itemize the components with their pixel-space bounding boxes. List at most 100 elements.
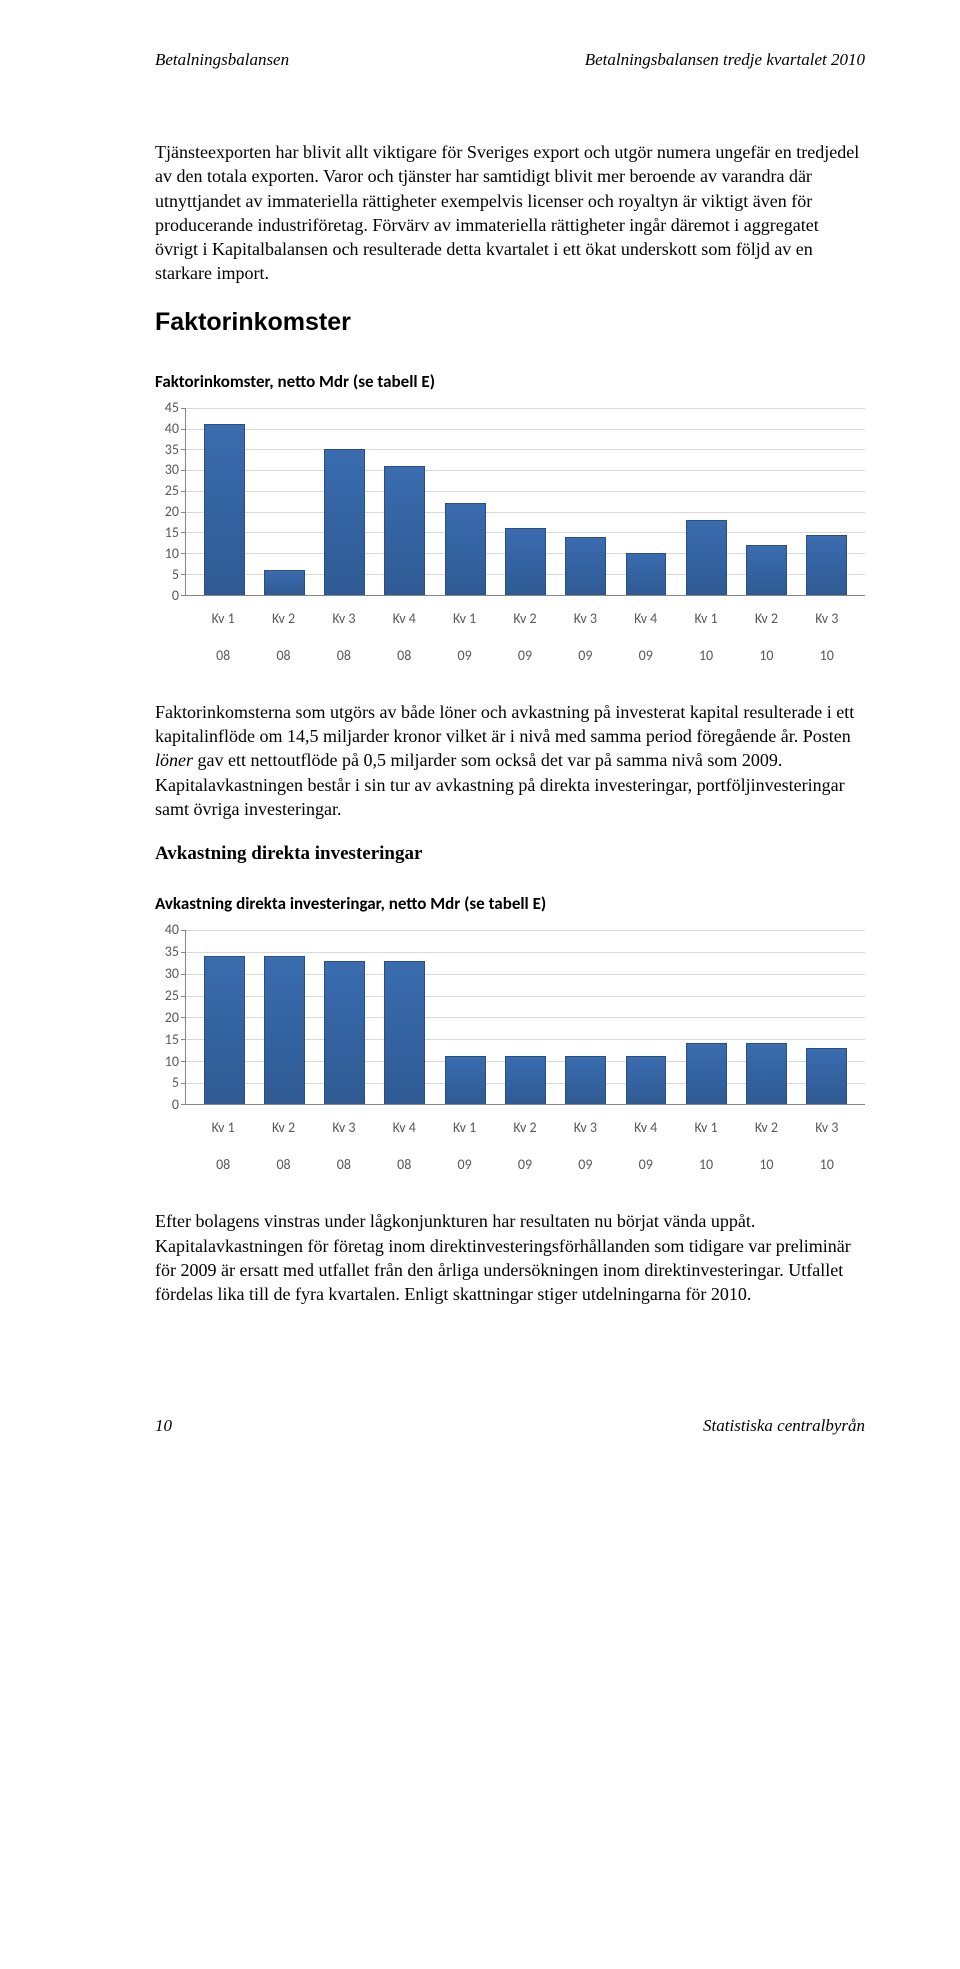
x-label-year: 08 (314, 647, 374, 664)
y-tick-label: 0 (172, 1098, 179, 1112)
bar (806, 1048, 847, 1105)
y-tick-label: 5 (172, 1076, 179, 1090)
bar (264, 570, 305, 595)
heading-faktorinkomster: Faktorinkomster (155, 308, 865, 337)
paragraph-3: Efter bolagens vinstras under lågkonjunk… (155, 1209, 865, 1306)
heading-avkastning: Avkastning direkta investeringar (155, 843, 865, 865)
bar (445, 503, 486, 594)
bar-slot (556, 408, 616, 595)
x-label-year: 09 (616, 647, 676, 664)
bar (686, 1043, 727, 1104)
x-axis-years: 0808080809090909101010 (185, 647, 865, 664)
bar (204, 424, 245, 594)
x-label-year: 10 (797, 647, 857, 664)
plot-area (185, 930, 865, 1105)
bar-slot (315, 930, 375, 1104)
paragraph-1: Tjänsteexporten har blivit allt viktigar… (155, 140, 865, 286)
bar-slot (254, 930, 314, 1104)
y-axis: 454035302520151050 (155, 408, 185, 596)
x-label-quarter: Kv 3 (797, 1119, 857, 1136)
bar (686, 520, 727, 595)
bar (324, 961, 365, 1105)
x-label-quarter: Kv 4 (616, 1119, 676, 1136)
bar-slot (435, 930, 495, 1104)
bar-slot (315, 408, 375, 595)
x-label-year: 08 (253, 647, 313, 664)
bar (806, 535, 847, 595)
x-label-year: 09 (495, 647, 555, 664)
x-label-year: 10 (736, 647, 796, 664)
x-label-quarter: Kv 2 (495, 1119, 555, 1136)
x-axis-quarters: Kv 1Kv 2Kv 3Kv 4Kv 1Kv 2Kv 3Kv 4Kv 1Kv 2… (185, 1119, 865, 1136)
x-label-year: 10 (676, 1156, 736, 1173)
bar (505, 1056, 546, 1104)
y-tick-label: 20 (165, 505, 179, 519)
x-label-quarter: Kv 3 (314, 1119, 374, 1136)
x-label-quarter: Kv 2 (253, 610, 313, 627)
bar (445, 1056, 486, 1104)
x-label-year: 09 (495, 1156, 555, 1173)
y-tick-label: 10 (165, 547, 179, 561)
y-tick-label: 0 (172, 589, 179, 603)
bar-slot (797, 408, 857, 595)
plot-area (185, 408, 865, 596)
x-label-year: 10 (736, 1156, 796, 1173)
bar-slot (375, 930, 435, 1104)
x-label-quarter: Kv 1 (676, 610, 736, 627)
footer-right: Statistiska centralbyrån (703, 1416, 865, 1436)
bar-slot (676, 930, 736, 1104)
x-label-year: 10 (676, 647, 736, 664)
x-label-year: 08 (374, 647, 434, 664)
y-tick-label: 40 (165, 923, 179, 937)
y-tick-label: 15 (165, 1033, 179, 1047)
y-tick-label: 25 (165, 989, 179, 1003)
y-tick-label: 15 (165, 526, 179, 540)
x-label-quarter: Kv 3 (314, 610, 374, 627)
bar-slot (495, 408, 555, 595)
bar-slot (375, 408, 435, 595)
y-tick-label: 25 (165, 484, 179, 498)
x-label-quarter: Kv 2 (736, 610, 796, 627)
x-label-year: 08 (253, 1156, 313, 1173)
x-label-quarter: Kv 3 (555, 1119, 615, 1136)
bar-slot (194, 408, 254, 595)
x-label-quarter: Kv 1 (434, 610, 494, 627)
x-label-year: 08 (193, 647, 253, 664)
bar-slot (435, 408, 495, 595)
bar (626, 553, 667, 595)
y-tick (181, 595, 186, 596)
x-label-quarter: Kv 2 (736, 1119, 796, 1136)
bar (384, 961, 425, 1105)
chart-title: Avkastning direkta investeringar, netto … (155, 893, 865, 914)
bar (264, 956, 305, 1104)
bar (505, 528, 546, 594)
x-label-quarter: Kv 1 (193, 1119, 253, 1136)
x-label-year: 08 (314, 1156, 374, 1173)
x-axis-quarters: Kv 1Kv 2Kv 3Kv 4Kv 1Kv 2Kv 3Kv 4Kv 1Kv 2… (185, 610, 865, 627)
x-label-year: 09 (555, 647, 615, 664)
x-label-year: 08 (193, 1156, 253, 1173)
bar (565, 1056, 606, 1104)
x-label-quarter: Kv 2 (495, 610, 555, 627)
page-number: 10 (155, 1416, 172, 1436)
x-label-quarter: Kv 1 (193, 610, 253, 627)
header-left: Betalningsbalansen (155, 50, 289, 70)
bar-slot (616, 408, 676, 595)
x-label-year: 09 (434, 1156, 494, 1173)
y-tick-label: 40 (165, 422, 179, 436)
bar (746, 1043, 787, 1104)
header-right: Betalningsbalansen tredje kvartalet 2010 (585, 50, 865, 70)
y-tick-label: 10 (165, 1055, 179, 1069)
chart-avkastning: Avkastning direkta investeringar, netto … (155, 893, 865, 1173)
y-tick-label: 35 (165, 945, 179, 959)
x-label-quarter: Kv 3 (797, 610, 857, 627)
bar-slot (254, 408, 314, 595)
paragraph-2: Faktorinkomsterna som utgörs av både lön… (155, 700, 865, 821)
bar (626, 1056, 667, 1104)
bar-slot (616, 930, 676, 1104)
chart-faktorinkomster: Faktorinkomster, netto Mdr (se tabell E)… (155, 371, 865, 664)
y-tick-label: 30 (165, 967, 179, 981)
y-tick-label: 20 (165, 1011, 179, 1025)
bar (565, 537, 606, 595)
x-axis-years: 0808080809090909101010 (185, 1156, 865, 1173)
